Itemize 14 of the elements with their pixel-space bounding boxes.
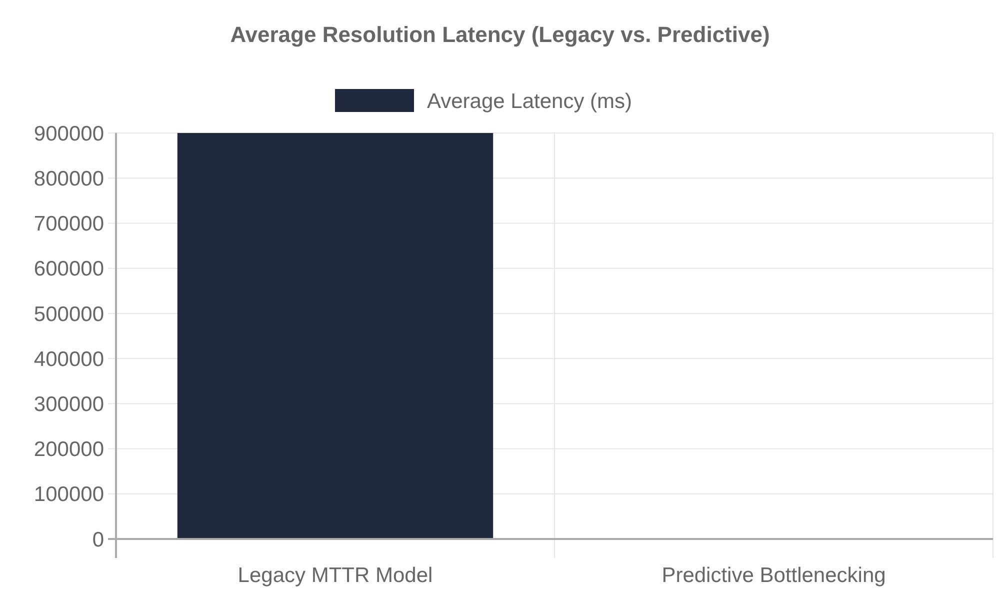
y-tick-label: 300000 [34,393,104,416]
y-tick-label: 0 [92,528,104,552]
y-tick-label: 500000 [34,302,104,326]
y-tick-label: 700000 [34,212,104,236]
x-tick-label: Legacy MTTR Model [238,564,433,587]
x-tick-label: Predictive Bottlenecking [662,564,886,587]
y-tick-label: 800000 [34,167,104,190]
y-tick-label: 400000 [34,348,104,371]
chart-title: Average Resolution Latency (Legacy vs. Predictive) [230,22,770,47]
y-tick-label: 100000 [34,483,104,506]
legend-label: Average Latency (ms) [427,90,632,113]
y-tick-label: 900000 [34,122,104,146]
y-tick-label: 200000 [34,438,104,462]
y-tick-label: 600000 [34,258,104,281]
